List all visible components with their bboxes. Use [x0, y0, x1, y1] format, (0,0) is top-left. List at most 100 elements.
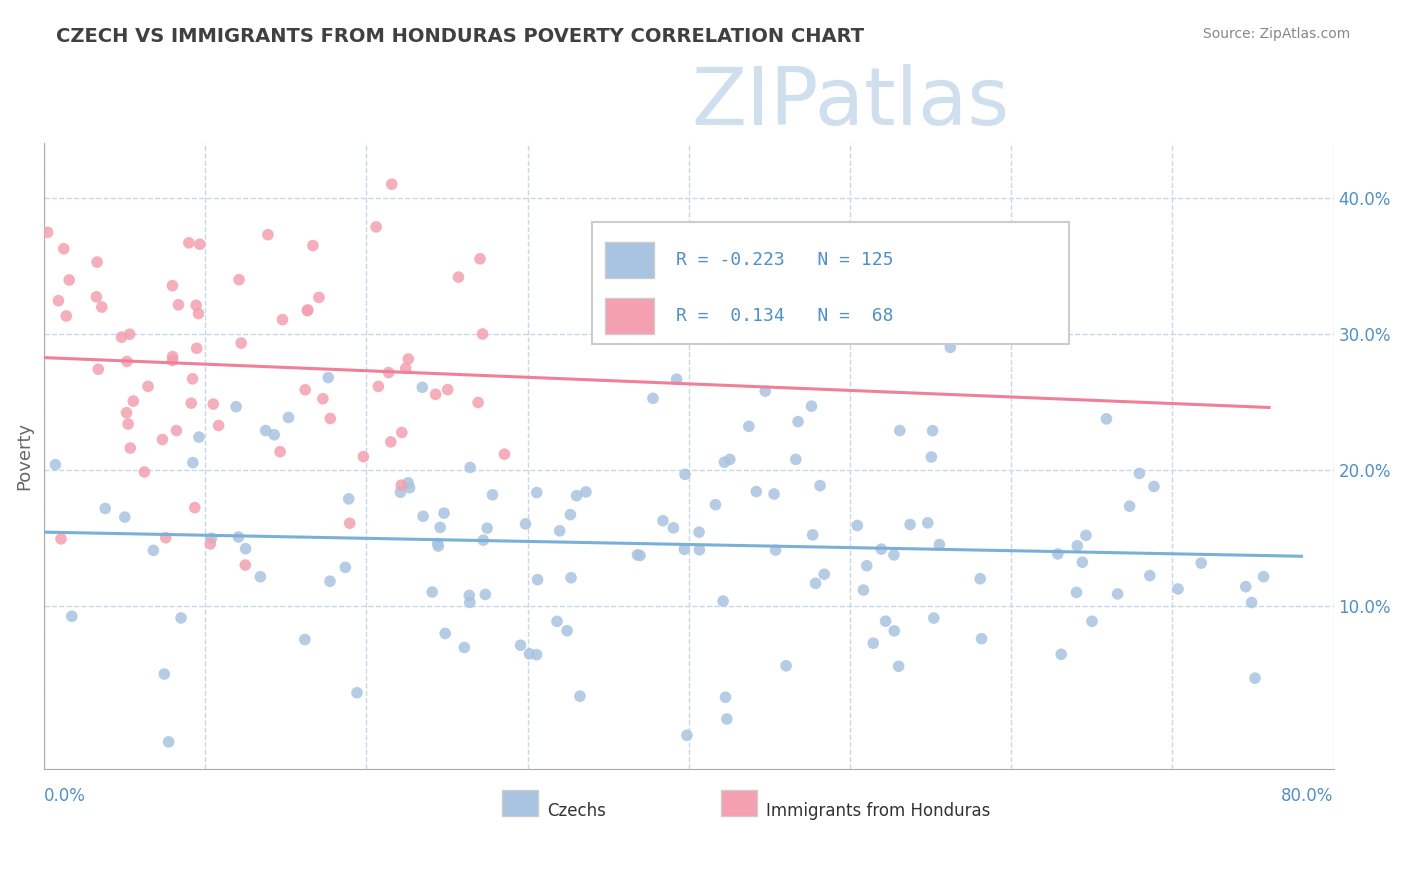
Point: [718, 452, 741, 467]
Point: [271, 312, 294, 326]
Point: [254, 424, 277, 438]
Point: [1046, 547, 1069, 561]
Point: [187, 307, 209, 321]
Point: [526, 648, 548, 662]
Text: R = -0.223   N = 125: R = -0.223 N = 125: [676, 251, 893, 268]
Point: [136, 379, 159, 393]
Point: [162, 350, 184, 364]
Point: [200, 537, 222, 551]
Point: [467, 395, 489, 409]
Point: [389, 485, 412, 500]
Point: [765, 543, 787, 558]
Point: [651, 514, 673, 528]
Point: [425, 387, 447, 401]
Point: [970, 632, 993, 646]
Point: [641, 392, 664, 406]
Text: 80.0%: 80.0%: [1281, 787, 1334, 805]
Point: [481, 488, 503, 502]
Point: [458, 589, 481, 603]
Point: [745, 484, 768, 499]
Point: [44, 458, 66, 472]
Point: [662, 521, 685, 535]
Point: [162, 353, 184, 368]
Point: [969, 572, 991, 586]
Point: [716, 712, 738, 726]
FancyBboxPatch shape: [592, 221, 1070, 343]
Point: [231, 336, 253, 351]
Point: [200, 531, 222, 545]
Point: [380, 434, 402, 449]
Point: [122, 394, 145, 409]
Point: [294, 383, 316, 397]
Point: [804, 576, 827, 591]
Point: [1107, 587, 1129, 601]
Point: [526, 573, 548, 587]
Point: [626, 548, 648, 562]
Point: [887, 659, 910, 673]
Point: [86, 255, 108, 269]
Point: [1240, 595, 1263, 609]
Point: [447, 270, 470, 285]
Text: Czechs: Czechs: [547, 802, 606, 821]
Point: [337, 491, 360, 506]
Point: [800, 399, 823, 413]
Point: [472, 533, 495, 548]
Point: [346, 686, 368, 700]
Point: [157, 735, 180, 749]
Point: [939, 340, 962, 354]
Point: [118, 327, 141, 342]
Point: [515, 516, 537, 531]
Point: [546, 615, 568, 629]
Point: [754, 384, 776, 399]
Point: [519, 647, 541, 661]
Point: [688, 525, 710, 540]
Point: [453, 640, 475, 655]
Point: [249, 570, 271, 584]
Point: [801, 528, 824, 542]
Point: [1050, 647, 1073, 661]
Point: [114, 510, 136, 524]
Point: [60, 609, 83, 624]
Point: [58, 273, 80, 287]
Point: [110, 330, 132, 344]
Point: [875, 614, 897, 628]
Point: [184, 500, 207, 515]
Point: [928, 537, 950, 551]
Point: [738, 419, 761, 434]
Point: [433, 506, 456, 520]
Point: [170, 611, 193, 625]
Point: [294, 632, 316, 647]
Point: [704, 498, 727, 512]
Point: [308, 290, 330, 304]
Point: [808, 478, 831, 492]
Point: [180, 396, 202, 410]
Point: [188, 237, 211, 252]
Point: [1253, 569, 1275, 583]
Point: [165, 424, 187, 438]
Point: [117, 417, 139, 431]
Point: [115, 354, 138, 368]
Point: [569, 689, 592, 703]
Point: [152, 433, 174, 447]
Point: [436, 383, 458, 397]
Point: [526, 485, 548, 500]
Point: [181, 372, 204, 386]
Point: [302, 238, 325, 252]
Point: [1167, 582, 1189, 596]
Point: [883, 548, 905, 562]
Point: [352, 450, 374, 464]
Point: [269, 444, 291, 458]
Point: [560, 508, 582, 522]
Point: [920, 450, 942, 464]
Point: [560, 571, 582, 585]
Point: [785, 452, 807, 467]
Point: [55, 309, 77, 323]
Point: [870, 542, 893, 557]
Point: [711, 594, 734, 608]
Point: [852, 583, 875, 598]
Point: [921, 424, 943, 438]
Point: [316, 370, 339, 384]
Point: [1066, 585, 1088, 599]
Point: [917, 516, 939, 530]
Point: [235, 541, 257, 556]
